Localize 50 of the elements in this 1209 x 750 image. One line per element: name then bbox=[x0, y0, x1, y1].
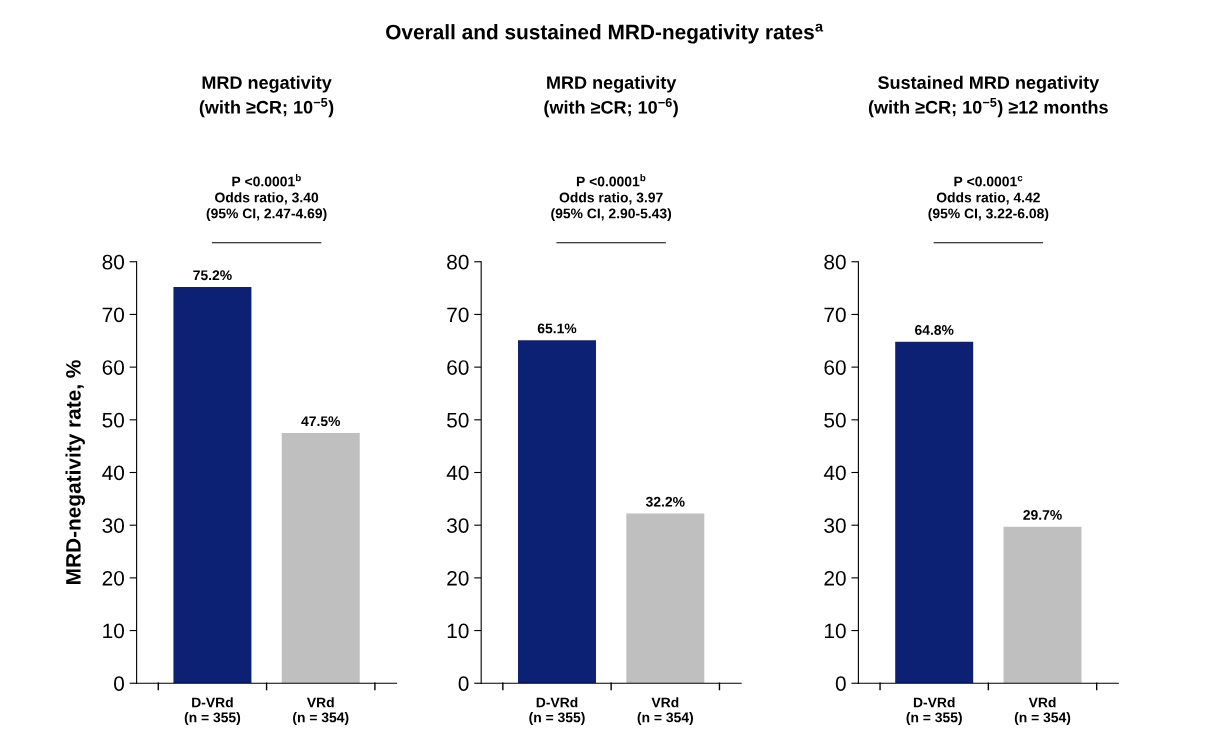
y-axis-title: MRD-negativity rate, % bbox=[65, 360, 85, 584]
y-tick-label: 70 bbox=[824, 307, 846, 323]
y-tick-label: 20 bbox=[824, 570, 846, 586]
x-tick-label: D-VRd (n = 355) bbox=[906, 697, 962, 726]
text: P <0.0001$^{b}$ Odds ratio, 3.40 (95% CI, 2.47-4.69) bbox=[206, 174, 327, 222]
data-label: 64.8% bbox=[915, 325, 954, 335]
data-label: 75.2% bbox=[193, 270, 232, 281]
y-tick-label: 20 bbox=[447, 570, 469, 586]
data-label: 65.1% bbox=[537, 323, 577, 334]
y-tick-label: 80 bbox=[447, 254, 469, 270]
chart-title: Sustained MRD negativity bbox=[878, 75, 1100, 93]
y-tick-label: 30 bbox=[824, 518, 846, 533]
y-tick-label: 60 bbox=[102, 360, 124, 375]
chart-subtitle: (with ≥CR; 10$^{−5}$) bbox=[199, 98, 334, 118]
x-tick-label: D-VRd (n = 355) bbox=[529, 697, 585, 726]
y-tick-label: 80 bbox=[102, 254, 124, 270]
y-tick-label: 70 bbox=[102, 307, 124, 323]
y-tick-label: 50 bbox=[447, 412, 469, 428]
y-tick-label: 10 bbox=[825, 623, 846, 639]
data-label: 32.2% bbox=[645, 496, 685, 507]
data-label: 47.5% bbox=[301, 416, 341, 427]
data-label: 29.7% bbox=[1023, 510, 1062, 520]
y-tick-label: 80 bbox=[824, 254, 846, 270]
y-tick-label: 50 bbox=[824, 412, 846, 428]
y-tick-label: 10 bbox=[447, 623, 469, 639]
x-tick-label: VRd (n = 354) bbox=[293, 697, 349, 726]
y-tick-label: 10 bbox=[103, 623, 124, 639]
text: Overall and sustained MRD-negativity rates$^{a}$ bbox=[386, 23, 824, 44]
y-tick-label: 0 bbox=[835, 676, 846, 691]
y-tick-label: 50 bbox=[102, 412, 124, 428]
y-tick-label: 30 bbox=[102, 518, 124, 533]
x-tick-label: VRd (n = 354) bbox=[637, 697, 693, 726]
y-tick-label: 20 bbox=[102, 570, 124, 586]
y-tick-label: 40 bbox=[446, 465, 469, 481]
y-tick-label: 40 bbox=[823, 465, 846, 481]
chart-title: MRD negativity bbox=[547, 75, 677, 93]
text: P <0.0001$^{b}$ Odds ratio, 3.97 (95% CI, 2.90-5.43) bbox=[551, 174, 672, 222]
y-tick-label: 40 bbox=[102, 465, 124, 481]
chart-subtitle: (with ≥CR; 10$^{−6}$) bbox=[544, 98, 678, 118]
y-tick-label: 60 bbox=[447, 360, 469, 375]
y-tick-label: 30 bbox=[447, 518, 469, 533]
x-tick-label: VRd (n = 354) bbox=[1014, 697, 1071, 726]
chart-subtitle: (with ≥CR; 10$^{−5}$) ≥12 months bbox=[868, 98, 1108, 118]
y-tick-label: 70 bbox=[447, 307, 469, 323]
text: P <0.0001$^{c}$ Odds ratio, 4.42 (95% CI, 3.22-6.08) bbox=[928, 175, 1049, 222]
x-tick-label: D-VRd (n = 355) bbox=[184, 697, 241, 726]
y-tick-label: 0 bbox=[114, 676, 124, 691]
y-tick-label: 60 bbox=[824, 360, 846, 375]
chart-title: MRD negativity bbox=[202, 75, 332, 93]
y-tick-label: 0 bbox=[458, 676, 469, 691]
